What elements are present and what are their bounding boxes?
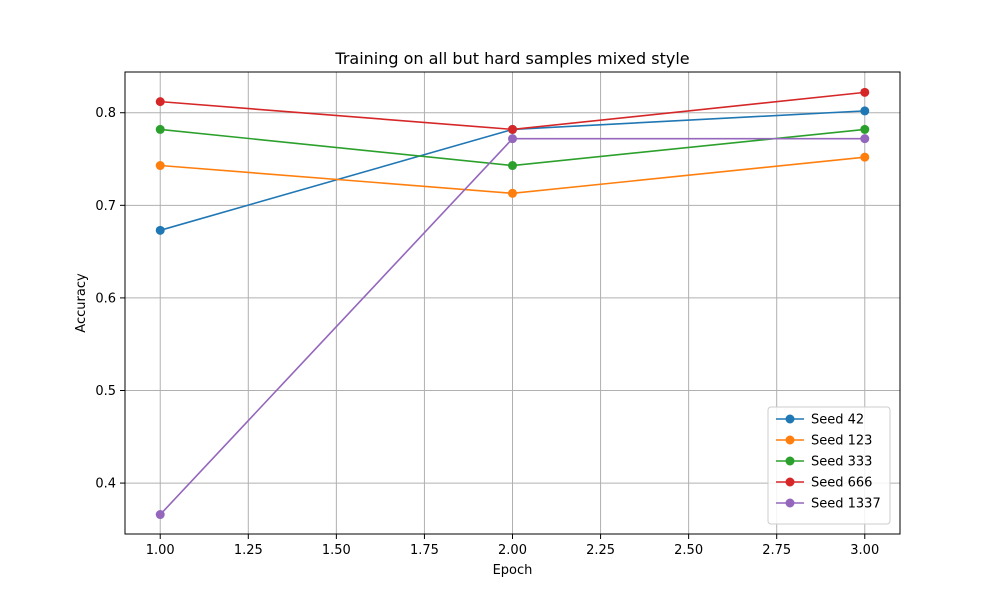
data-point bbox=[155, 97, 165, 107]
legend-marker bbox=[785, 414, 795, 424]
x-tick-label: 2.25 bbox=[586, 543, 615, 558]
x-axis-title: Epoch bbox=[493, 563, 533, 578]
data-point bbox=[508, 134, 517, 144]
x-tick-label: 1.00 bbox=[146, 543, 175, 558]
data-point bbox=[155, 161, 165, 171]
legend-marker bbox=[785, 477, 795, 487]
data-point bbox=[860, 152, 870, 162]
data-point bbox=[860, 106, 870, 116]
data-point bbox=[860, 124, 870, 134]
data-point bbox=[508, 161, 517, 171]
series-seed-666 bbox=[155, 87, 870, 134]
y-tick-label: 0.8 bbox=[95, 106, 116, 121]
legend-label: Seed 42 bbox=[811, 413, 864, 428]
legend-marker bbox=[785, 456, 795, 466]
series-seed-333 bbox=[155, 124, 870, 171]
series-seed-123 bbox=[155, 152, 870, 198]
y-tick-label: 0.6 bbox=[95, 291, 116, 306]
data-point bbox=[155, 225, 165, 235]
x-axis: 1.00 1.25 1.50 1.75 2.00 2.25 2.50 2.75 3.00 bbox=[146, 534, 879, 558]
y-axis-title: Accuracy bbox=[74, 273, 89, 333]
data-point bbox=[155, 510, 165, 520]
x-tick-label: 1.50 bbox=[322, 543, 351, 558]
y-tick-label: 0.5 bbox=[95, 384, 116, 399]
y-tick-label: 0.4 bbox=[95, 477, 116, 492]
legend-box bbox=[767, 406, 891, 525]
x-tick-label: 2.50 bbox=[674, 543, 703, 558]
chart-title: Training on all but hard samples mixed s… bbox=[334, 49, 689, 68]
legend-label: Seed 333 bbox=[811, 455, 872, 470]
legend-label: Seed 1337 bbox=[811, 497, 881, 512]
data-point bbox=[508, 124, 517, 134]
legend-label: Seed 123 bbox=[811, 434, 872, 449]
x-tick-label: 1.25 bbox=[234, 543, 263, 558]
data-point bbox=[860, 134, 870, 144]
x-tick-label: 1.75 bbox=[410, 543, 439, 558]
x-tick-label: 3.00 bbox=[850, 543, 879, 558]
y-tick-label: 0.7 bbox=[95, 199, 116, 214]
y-axis: 0.4 0.5 0.6 0.7 0.8 bbox=[95, 106, 125, 492]
legend-marker bbox=[785, 435, 795, 445]
data-point bbox=[155, 124, 165, 134]
legend-label: Seed 666 bbox=[811, 476, 872, 491]
series-layer bbox=[155, 87, 870, 520]
legend: Seed 42 Seed 123 Seed 333 Seed 666 Seed 1337 bbox=[767, 406, 891, 525]
x-tick-label: 2.00 bbox=[498, 543, 527, 558]
series-seed-1337 bbox=[155, 134, 870, 520]
data-point bbox=[860, 87, 870, 97]
data-point bbox=[508, 188, 517, 198]
legend-marker bbox=[785, 498, 795, 508]
x-tick-label: 2.75 bbox=[762, 543, 791, 558]
